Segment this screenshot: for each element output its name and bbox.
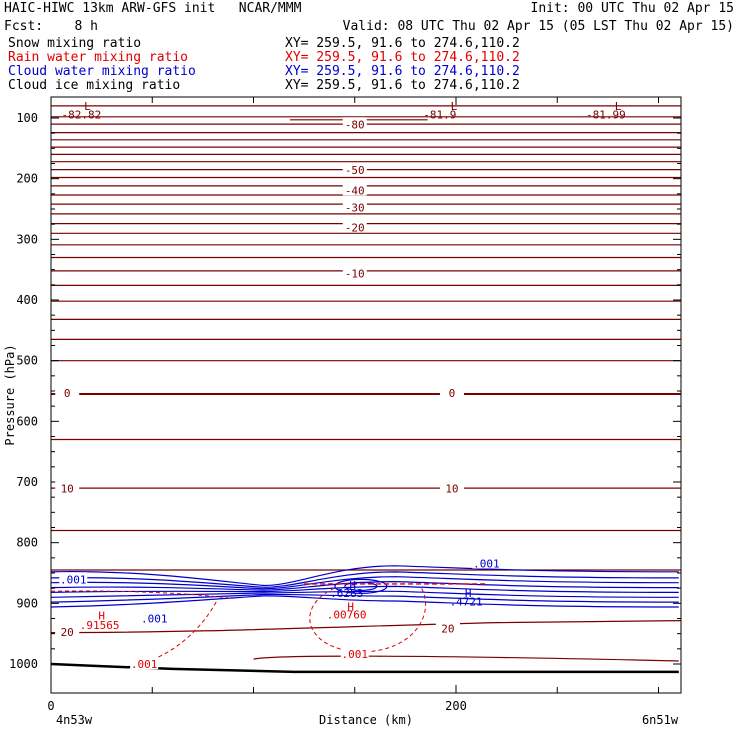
extremum-label: .00760 xyxy=(327,608,367,621)
label-background xyxy=(140,611,169,624)
y-tick-label: 600 xyxy=(16,414,38,428)
extremum-label: H xyxy=(347,600,354,613)
label-background xyxy=(340,646,369,659)
extremum-label: L xyxy=(451,100,458,113)
cloud-water-contour xyxy=(344,581,378,591)
cloud-water-contour xyxy=(50,593,679,603)
rain-water-contour xyxy=(131,600,218,667)
x-tick-label: 200 xyxy=(445,699,467,713)
cloud-water-contour xyxy=(50,595,679,608)
y-tick-label: 500 xyxy=(16,354,38,368)
cloud-water-contour xyxy=(50,571,679,588)
extremum-label: L xyxy=(84,100,91,113)
label-background xyxy=(55,625,80,638)
terrain-line xyxy=(50,662,679,674)
label-background xyxy=(439,481,464,494)
title-left: HAIC-HIWC 13km ARW-GFS init NCAR/MMM xyxy=(4,1,302,16)
y-tick-label: 800 xyxy=(16,536,38,550)
extremum-label: .91565 xyxy=(80,619,120,632)
contour-label: .001 xyxy=(60,573,87,586)
label-background xyxy=(59,572,88,585)
extremum-label: L xyxy=(615,100,622,113)
legend-range-rain: XY= 259.5, 91.6 to 274.6,110.2 xyxy=(285,50,520,65)
x-endpoint-left: 4n53w xyxy=(56,713,93,727)
label-background xyxy=(55,386,80,399)
label-background xyxy=(435,621,460,634)
label-background xyxy=(55,481,80,494)
cloud-water-contour xyxy=(50,590,679,598)
contour-label: .001 xyxy=(141,613,168,626)
x-tick-label: 0 xyxy=(47,699,54,713)
y-tick-label: 700 xyxy=(16,475,38,489)
legend-label-snow: Snow mixing ratio xyxy=(8,36,142,51)
cloud-water-contour xyxy=(334,578,388,594)
rain-water-contour xyxy=(50,590,234,599)
temperature-label: 10 xyxy=(61,482,74,495)
label-background xyxy=(342,117,367,130)
plot-frame xyxy=(50,96,682,694)
temperature-label: -40 xyxy=(345,184,365,197)
temperature-label: 20 xyxy=(441,622,454,635)
extremum-label: H xyxy=(349,579,356,592)
cloud-water-contour xyxy=(50,576,679,590)
y-tick-label: 100 xyxy=(16,111,38,125)
x-axis-label: Distance (km) xyxy=(319,713,413,727)
y-tick-label: 200 xyxy=(16,172,38,186)
valid-time: Valid: 08 UTC Thu 02 Apr 15 (05 LST Thu … xyxy=(342,19,734,34)
temperature-label: 0 xyxy=(449,387,456,400)
cloud-water-contours xyxy=(50,565,679,608)
y-tick-label: 300 xyxy=(16,232,38,246)
contour-label: .001 xyxy=(131,658,158,671)
label-background xyxy=(342,220,367,233)
temperature-label: -30 xyxy=(345,201,365,214)
extremum-label: H xyxy=(465,587,472,600)
extremum-label: -82.82 xyxy=(62,108,102,121)
contour-label: .001 xyxy=(473,558,500,571)
legend-label-cloud-ice: Cloud ice mixing ratio xyxy=(8,78,181,93)
cloud-water-contour xyxy=(50,585,679,593)
forecast-hour: Fcst: 8 h xyxy=(4,19,98,34)
legend-label-rain: Rain water mixing ratio xyxy=(8,50,189,65)
extremum-label: -81.99 xyxy=(586,108,626,121)
x-endpoint-right: 6n51w xyxy=(642,713,679,727)
temperature-label: 20 xyxy=(61,626,74,639)
extremum-label: H xyxy=(98,609,105,622)
temperature-contours xyxy=(50,105,682,662)
legend-range-cloud-water: XY= 259.5, 91.6 to 274.6,110.2 xyxy=(285,64,520,79)
legend-label-cloud-water: Cloud water mixing ratio xyxy=(8,64,196,79)
label-background xyxy=(342,200,367,213)
y-axis-label: Pressure (hPa) xyxy=(3,344,17,445)
temperature-label: 10 xyxy=(445,482,458,495)
extremum-label: -81.9 xyxy=(423,108,456,121)
legend-range-cloud-ice: XY= 259.5, 91.6 to 274.6,110.2 xyxy=(285,78,520,93)
extremum-label: .6283 xyxy=(330,587,363,600)
temperature-label: -80 xyxy=(345,118,365,131)
init-time: Init: 00 UTC Thu 02 Apr 15 xyxy=(530,1,735,16)
label-background xyxy=(342,183,367,196)
terrain-line xyxy=(50,662,679,674)
label-background xyxy=(342,266,367,279)
cloud-water-contour xyxy=(50,580,679,591)
label-background xyxy=(439,386,464,399)
isotherm-line xyxy=(253,655,679,662)
temperature-label: -20 xyxy=(345,221,365,234)
y-tick-label: 1000 xyxy=(9,657,38,671)
temperature-label: -10 xyxy=(345,268,365,281)
extremum-label: .4721 xyxy=(450,596,483,609)
y-tick-label: 400 xyxy=(16,293,38,307)
legend-range-snow: XY= 259.5, 91.6 to 274.6,110.2 xyxy=(285,36,520,51)
label-background xyxy=(130,657,159,670)
temperature-label: 0 xyxy=(64,387,71,400)
y-tick-label: 900 xyxy=(16,596,38,610)
label-background xyxy=(472,556,501,569)
label-background xyxy=(342,162,367,175)
cloud-water-contour xyxy=(50,565,679,587)
contour-label: .001 xyxy=(342,648,369,661)
temperature-label: -50 xyxy=(345,164,365,177)
